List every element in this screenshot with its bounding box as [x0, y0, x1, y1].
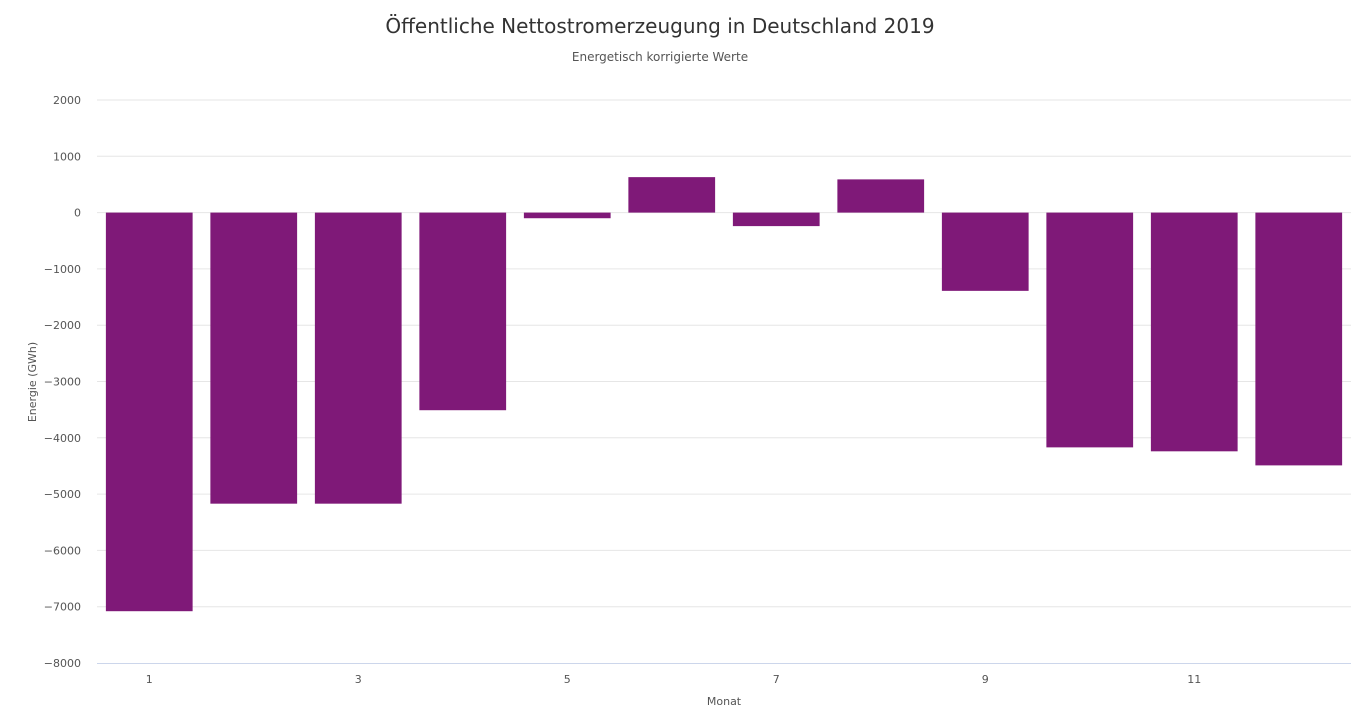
bar-month-10[interactable]: [1046, 212, 1134, 448]
x-tick-label: 3: [355, 673, 362, 686]
x-tick-label: 11: [1187, 673, 1201, 686]
y-tick-label: −1000: [44, 263, 81, 276]
bar-month-3[interactable]: [314, 212, 402, 504]
x-axis-title: Monat: [707, 695, 742, 708]
x-tick-label: 9: [982, 673, 989, 686]
x-tick-label: 1: [146, 673, 153, 686]
y-tick-label: −8000: [44, 657, 81, 670]
y-tick-label: −5000: [44, 488, 81, 501]
y-tick-label: −6000: [44, 544, 81, 557]
y-tick-label: −3000: [44, 376, 81, 389]
grid-lines: [97, 99, 1351, 608]
bar-month-8[interactable]: [837, 179, 925, 213]
bar-month-9[interactable]: [941, 212, 1029, 291]
x-tick-label: 5: [564, 673, 571, 686]
y-tick-label: −2000: [44, 319, 81, 332]
chart-subtitle: Energetisch korrigierte Werte: [572, 50, 748, 64]
bar-month-1[interactable]: [105, 212, 193, 612]
y-axis-tick-labels: 2000 1000 0 −1000 −2000 −3000 −4000 −5000 −6000 −…: [44, 94, 81, 670]
chart-title: Öffentliche Nettostromerzeugung in Deuts…: [385, 14, 934, 38]
bar-month-12[interactable]: [1255, 212, 1343, 466]
bar-month-11[interactable]: [1150, 212, 1238, 452]
bar-month-6[interactable]: [628, 177, 716, 213]
bar-month-5[interactable]: [523, 212, 611, 219]
y-tick-label: −4000: [44, 432, 81, 445]
bars: [105, 177, 1343, 612]
y-tick-label: 0: [74, 207, 81, 220]
y-tick-label: 1000: [53, 150, 81, 163]
y-tick-label: 2000: [53, 94, 81, 107]
y-axis-title: Energie (GWh): [26, 342, 39, 422]
x-tick-label: 7: [773, 673, 780, 686]
bar-month-2[interactable]: [210, 212, 298, 504]
y-tick-label: −7000: [44, 601, 81, 614]
bar-month-7[interactable]: [732, 212, 820, 227]
x-axis-tick-labels: 1 3 5 7 9 11: [146, 673, 1202, 686]
bar-month-4[interactable]: [419, 212, 507, 411]
